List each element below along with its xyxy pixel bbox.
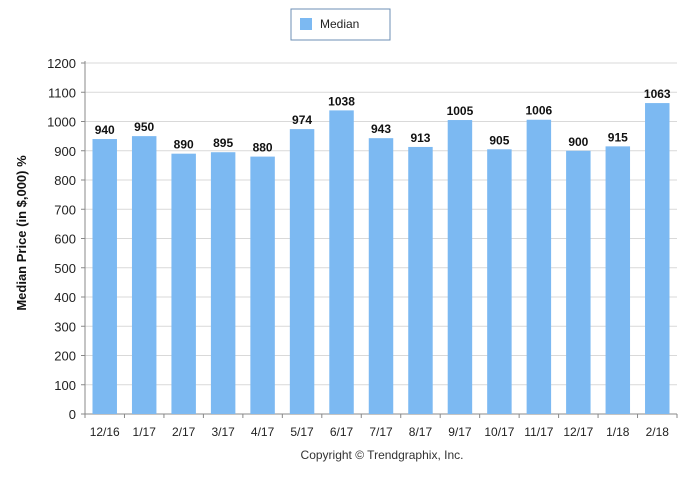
y-axis-title: Median Price (in $,000) % — [14, 155, 29, 311]
bar-value-label: 950 — [134, 120, 154, 134]
bar — [250, 156, 275, 414]
y-tick-label: 600 — [54, 232, 76, 247]
bar — [645, 103, 670, 414]
bar-value-label: 1006 — [526, 104, 553, 118]
y-tick-label: 0 — [69, 407, 76, 422]
legend-label: Median — [320, 17, 359, 31]
bar-value-label: 974 — [292, 113, 312, 127]
bar — [131, 136, 157, 414]
x-tick-label: 9/17 — [448, 425, 472, 439]
x-tick-label: 12/16 — [90, 425, 120, 439]
bar — [605, 146, 631, 415]
bar-value-label: 943 — [371, 122, 391, 136]
y-tick-label: 800 — [54, 173, 76, 188]
x-tick-label: 11/17 — [524, 425, 553, 439]
legend: Median — [290, 8, 391, 41]
y-tick-label: 1000 — [47, 115, 76, 130]
bar — [526, 119, 552, 415]
y-tick-label: 200 — [54, 349, 76, 364]
copyright-text: Copyright © Trendgraphix, Inc. — [301, 448, 464, 462]
x-tick-label: 12/17 — [563, 425, 593, 439]
bar-value-label: 1063 — [644, 87, 671, 101]
bar — [210, 152, 236, 414]
y-tick-label: 500 — [54, 261, 76, 276]
bar-value-label: 900 — [568, 135, 588, 149]
y-tick-label: 300 — [54, 319, 76, 334]
y-tick-label: 1200 — [47, 56, 76, 71]
x-tick-label: 1/18 — [606, 425, 630, 439]
bars — [92, 103, 670, 415]
x-tick-label: 7/17 — [369, 425, 393, 439]
bar-value-label: 915 — [608, 130, 628, 144]
x-tick-label: 1/17 — [133, 425, 157, 439]
bar — [408, 146, 433, 414]
x-tick-label: 6/17 — [330, 425, 354, 439]
bar — [368, 138, 394, 415]
y-tick-label: 700 — [54, 202, 76, 217]
y-tick-label: 400 — [54, 290, 76, 305]
bar-value-label: 905 — [489, 133, 509, 147]
bar-value-label: 890 — [174, 138, 194, 152]
bar-value-label: 1005 — [447, 104, 474, 118]
bar — [447, 120, 473, 414]
data-labels: 940 950 890 895 880 974 1038 943 913 1005 905 1006 9… — [95, 87, 671, 155]
bar — [487, 149, 512, 414]
bar-value-label: 880 — [253, 141, 273, 155]
bar-value-label: 1038 — [328, 94, 355, 108]
y-tick-label: 100 — [54, 378, 76, 393]
bar — [171, 153, 196, 415]
bar — [566, 150, 591, 414]
bar — [289, 129, 315, 415]
x-tick-label: 4/17 — [251, 425, 275, 439]
bar — [92, 139, 117, 415]
bar-value-label: 913 — [410, 131, 430, 145]
x-tick-label: 8/17 — [409, 425, 433, 439]
x-tick-label: 2/18 — [646, 425, 670, 439]
x-tick-label: 3/17 — [211, 425, 235, 439]
bar — [329, 110, 354, 414]
x-tick-label: 5/17 — [290, 425, 314, 439]
bar-value-label: 895 — [213, 136, 233, 150]
legend-swatch — [300, 18, 312, 30]
y-tick-label: 1100 — [48, 85, 76, 100]
y-tick-label: 900 — [54, 144, 76, 159]
bar-value-label: 940 — [95, 123, 115, 137]
x-tick-label: 10/17 — [484, 425, 514, 439]
x-tick-label: 2/17 — [172, 425, 196, 439]
tick-labels: 0 100 200 300 400 500 600 700 800 900 1000 1100 1200… — [47, 56, 669, 439]
